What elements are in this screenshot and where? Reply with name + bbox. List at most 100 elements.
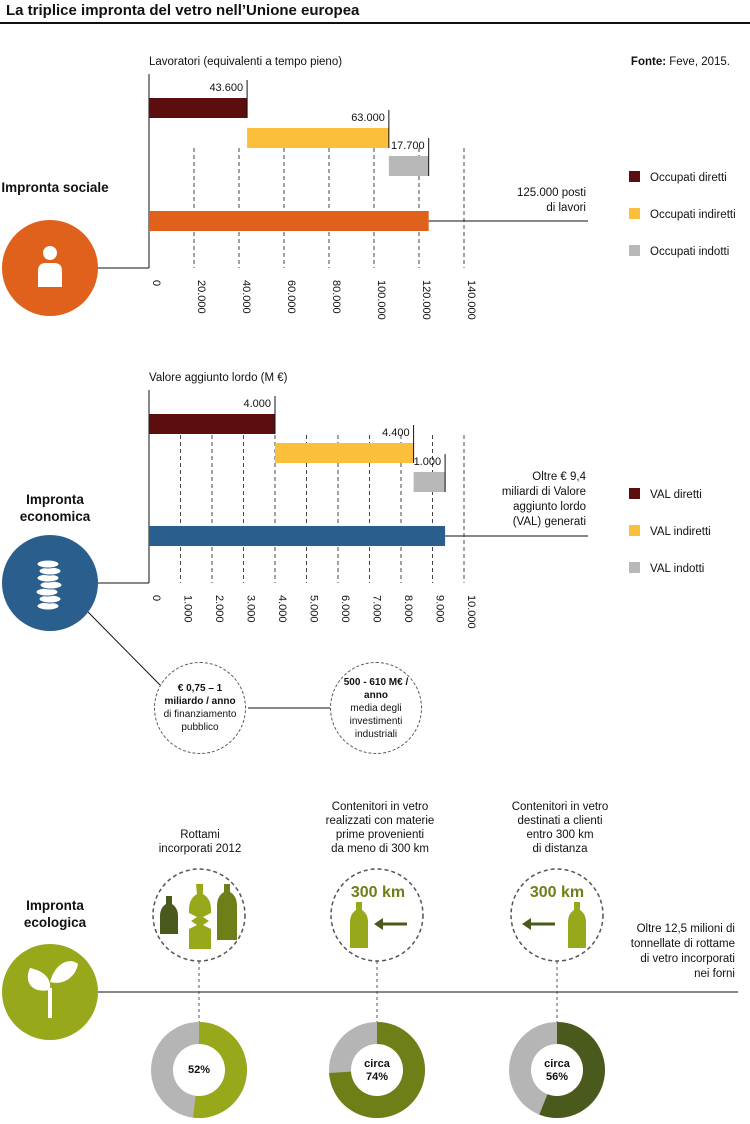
legend-item: Occupati indotti [629,245,736,258]
title-divider [0,22,750,24]
social-chart: 0 20.000 40.000 60.000 80.000 100.000 120.000 1… [2,74,588,320]
page-title: La triplice impronta del vetro nell’Unio… [6,2,360,19]
tick-label: 1.000 [182,595,194,623]
donut-hole [173,1044,225,1096]
ecological-note-line: tonnellate di rottame [630,938,735,950]
social-total-note: 125.000 posti di lavori [517,186,586,216]
eco-caption-3: Contenitori in vetro destinati a clienti… [485,800,635,856]
caption-line: di distanza [532,843,588,855]
investment-note: 500 - 610 M€ / anno media degli investime… [330,662,422,754]
legend-label: Occupati diretti [650,172,727,184]
legend-item: VAL indiretti [629,525,711,538]
total-bar [149,211,429,231]
broken-bottles-icon [160,884,237,949]
legend-label: VAL indotti [650,563,705,575]
legend-swatch [629,208,640,219]
legend-item: VAL diretti [629,488,711,501]
economic-legend: VAL diretti VAL indiretti VAL indotti [629,488,711,575]
legend-swatch [629,245,640,256]
tick-label: 4.000 [276,595,288,623]
ecological-note-line: Oltre 12,5 milioni di [636,923,735,935]
bar-2 [275,443,414,463]
investment-bold: 500 - 610 M€ / anno [343,676,409,701]
tick-label: 80.000 [330,280,342,314]
tick-label: 10.000 [465,595,477,629]
bar-value-label: 1.000 [414,456,442,468]
public-funding-bold: € 0,75 – 1 miliardo / anno [164,683,236,707]
bar-2 [247,128,389,148]
bottle-delivery-icon [522,902,586,948]
bar-3 [413,472,446,492]
public-funding-text: di finanziamento pubblico [163,709,237,733]
source-text: Feve, 2015. [666,56,730,68]
distance-badge: 300 km [530,884,584,901]
tick-label: 7.000 [371,595,383,623]
ecological-note-line: nei forni [694,968,735,980]
legend-swatch [629,488,640,499]
tick-label: 60.000 [285,280,297,314]
social-total-note-line: 125.000 posti [516,187,586,199]
tick-label: 120.000 [420,280,432,320]
eco-caption-2: Contenitori in vetro realizzati con mate… [305,800,455,856]
donut-label-line: circa [544,1058,570,1070]
economic-total-note-line: miliardi di Valore [501,486,586,498]
bar-value-label: 63.000 [351,112,385,124]
ecological-graphics: 300 km 300 km [2,868,738,1118]
economic-total-note-line: aggiunto lordo [513,501,586,513]
social-total-note-line: di lavori [546,202,586,214]
social-legend: Occupati diretti Occupati indiretti Occu… [629,171,736,258]
tick-label: 140.000 [465,280,477,320]
source-note: Fonte: Feve, 2015. [631,56,730,68]
donut-label-line: 74% [365,1071,389,1083]
caption-line: Rottami [180,829,220,841]
caption-line: destinati a clienti [517,815,603,827]
caption-line: entro 300 km [526,829,594,841]
coins-icon [35,559,63,611]
tick-label: 5.000 [308,595,320,623]
caption-line: prime provenienti [335,829,425,841]
donut-label-line: circa [364,1058,390,1070]
tick-label: 0 [150,280,162,286]
bar-value-label: 43.600 [209,82,243,94]
ecological-note-line: di vetro incorporati [640,953,735,965]
economic-total-note: Oltre € 9,4 miliardi di Valore aggiunto … [502,470,586,530]
donut-hole [351,1044,403,1096]
bar-3 [388,156,429,176]
legend-swatch [629,525,640,536]
legend-item: Occupati indiretti [629,208,736,221]
total-bar [149,526,446,546]
person-icon [38,246,62,287]
donut-label-line: 56% [545,1071,569,1083]
tick-label: 40.000 [240,280,252,314]
tick-label: 8.000 [402,595,414,623]
legend-label: Occupati indiretti [650,209,736,221]
section-title-economica: Impronta economica [19,492,91,524]
bar-value-label: 4.400 [382,427,410,439]
distance-badge: 300 km [351,884,405,901]
tick-label: 9.000 [434,595,446,623]
caption-line: Contenitori in vetro [331,801,429,813]
tick-label: 100.000 [375,280,387,320]
donut-label: circa 56% [527,1058,587,1084]
caption-line: incorporati 2012 [158,843,242,855]
tick-label: 20.000 [195,280,207,314]
tick-label: 2.000 [213,595,225,623]
source-label: Fonte: [630,56,667,68]
legend-item: VAL indotti [629,562,711,575]
section-title-ecologica: Impronta ecologica [23,898,87,930]
legend-item: Occupati diretti [629,171,736,184]
bar-value-label: 17.700 [391,140,425,152]
tick-label: 3.000 [245,595,257,623]
legend-label: VAL diretti [650,489,702,501]
economic-total-note-line: Oltre € 9,4 [532,471,586,483]
bar-1 [149,414,275,434]
bottle-distance-icon [350,902,407,948]
tick-label: 6.000 [339,595,351,623]
caption-line: Contenitori in vetro [511,801,609,813]
donut-hole [531,1044,583,1096]
legend-label: Occupati indotti [650,246,730,258]
caption-line: realizzati con materie [325,815,435,827]
eco-caption-1: Rottami incorporati 2012 [130,828,270,856]
section-title-sociale: Impronta sociale [1,180,109,195]
investment-text: media degli investimenti industriali [349,702,403,740]
